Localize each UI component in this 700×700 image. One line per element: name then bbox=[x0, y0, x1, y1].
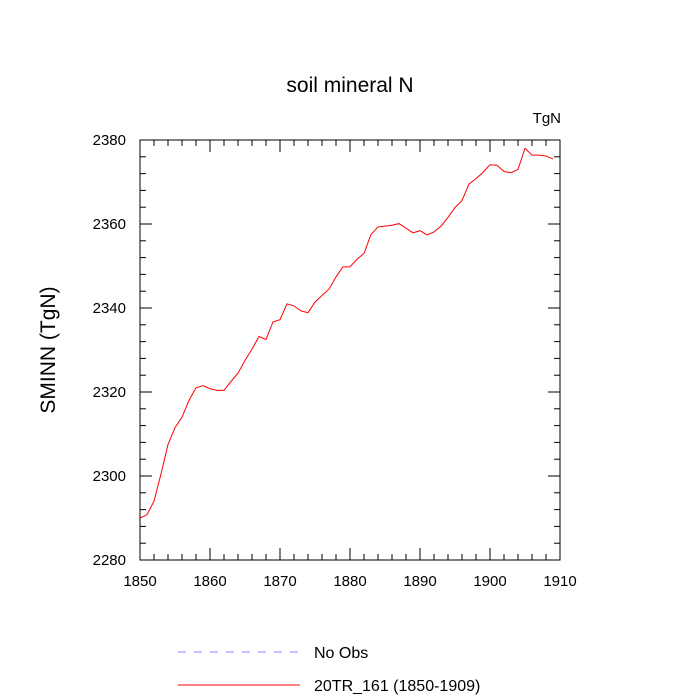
x-tick-label: 1860 bbox=[193, 573, 226, 590]
x-tick-label: 1850 bbox=[123, 573, 156, 590]
y-tick-label: 2320 bbox=[93, 384, 126, 401]
units-label: TgN bbox=[533, 110, 561, 127]
legend: No Obs 20TR_161 (1850-1909) bbox=[178, 645, 480, 695]
series-line-1 bbox=[139, 147, 554, 519]
x-tick-label: 1890 bbox=[403, 573, 436, 590]
y-axis-label: SMINN (TgN) bbox=[37, 286, 60, 413]
y-tick-label: 2360 bbox=[93, 216, 126, 233]
x-tick-label: 1900 bbox=[473, 573, 506, 590]
y-tick-label: 2340 bbox=[93, 300, 126, 317]
y-tick-label: 2300 bbox=[93, 468, 126, 485]
axis-ticks: 1850 1860 1870 1880 1890 1900 1910 2280 2300 2320… bbox=[93, 132, 577, 590]
chart-title: soil mineral N bbox=[286, 74, 413, 97]
x-tick-label: 1880 bbox=[333, 573, 366, 590]
plot-area bbox=[139, 147, 554, 519]
y-tick-label: 2280 bbox=[93, 552, 126, 569]
legend-label-0: No Obs bbox=[314, 645, 368, 662]
x-tick-label: 1870 bbox=[263, 573, 296, 590]
plot-frame bbox=[139, 139, 561, 561]
legend-label-1: 20TR_161 (1850-1909) bbox=[314, 678, 480, 695]
x-tick-label: 1910 bbox=[543, 573, 576, 590]
y-tick-label: 2380 bbox=[93, 132, 126, 149]
